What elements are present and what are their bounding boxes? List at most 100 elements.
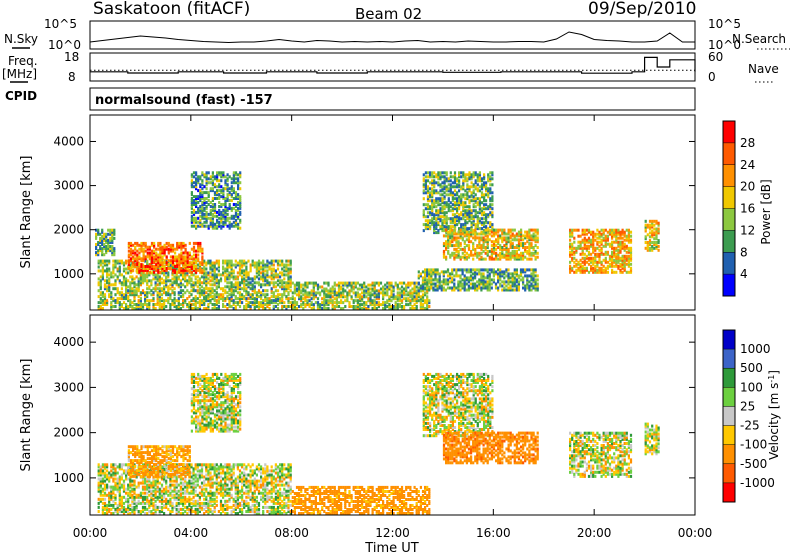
echo-cell-7 <box>497 272 500 276</box>
echo-cell-8 <box>575 264 578 268</box>
echo-cell-0 <box>270 299 273 303</box>
echo-cell-0 <box>249 293 252 297</box>
echo-cell-0 <box>108 283 111 287</box>
echo-cell-5 <box>433 171 436 175</box>
echo-cell-1 <box>165 267 168 270</box>
echo-cell-4 <box>298 293 301 297</box>
echo-cell-0 <box>184 275 187 279</box>
echo-cell-7 <box>515 288 518 292</box>
echo-cell-4 <box>365 289 368 293</box>
echo-cell-0 <box>101 507 104 511</box>
echo-cell-4 <box>323 289 326 293</box>
echo-cell-7 <box>424 270 427 274</box>
echo-cell-0 <box>249 281 252 285</box>
echo-cell-4 <box>356 301 359 305</box>
echo-cell-1 <box>129 257 133 261</box>
echo-cell-4 <box>371 299 374 303</box>
echo-cell-0 <box>255 269 258 273</box>
echo-cell-1 <box>140 243 143 247</box>
echo-cell-0 <box>228 265 231 269</box>
echo-cell-0 <box>222 293 225 297</box>
echo-cell-4 <box>417 291 420 295</box>
echo-cell-5 <box>487 195 490 199</box>
echo-cell-5 <box>485 189 488 193</box>
echo-cell-8 <box>604 228 607 232</box>
echo-cell-6 <box>453 247 456 251</box>
echo-cell-0 <box>283 305 286 308</box>
echo-cell-3 <box>199 183 202 187</box>
echo-cell-8 <box>602 232 605 236</box>
echo-cell-0 <box>131 277 134 281</box>
echo-cell-7 <box>519 270 523 274</box>
echo-cell-8 <box>575 228 578 232</box>
echo-cell-7 <box>432 288 435 292</box>
echo-cell-0 <box>141 289 145 293</box>
echo-cell-4 <box>346 293 349 297</box>
echo-cell-5 <box>447 193 450 197</box>
echo-cell-0 <box>156 277 159 281</box>
echo-cell-5 <box>437 177 440 181</box>
echo-cell-5 <box>443 179 446 183</box>
echo-cell-1 <box>129 253 133 257</box>
echo-cell-4 <box>358 299 362 303</box>
echo-cell-4 <box>382 289 385 293</box>
echo-cell-0 <box>238 293 242 297</box>
echo-cell-0 <box>200 301 204 305</box>
echo-cell-7 <box>438 282 441 286</box>
echo-cell-6 <box>467 238 471 242</box>
echo-cell-1 <box>136 243 139 247</box>
echo-cell-5 <box>478 207 481 211</box>
echo-cell-4 <box>367 305 370 308</box>
echo-cell-0 <box>251 261 254 265</box>
echo-cell-1 <box>171 247 175 251</box>
echo-cell-0 <box>112 299 115 303</box>
echo-cell-8 <box>575 258 578 262</box>
echo-cell-4 <box>367 283 370 287</box>
echo-cell-7 <box>513 276 516 280</box>
echo-cell-1 <box>199 268 202 272</box>
echo-cell-0 <box>215 277 218 281</box>
echo-cell-5 <box>433 183 436 187</box>
echo-cell-8 <box>577 244 580 248</box>
echo-cell-9 <box>648 246 652 250</box>
echo-cell-0 <box>165 277 168 281</box>
echo-cell-3 <box>211 171 214 175</box>
echo-cell-0 <box>262 293 265 297</box>
echo-cell-4 <box>306 301 309 305</box>
echo-cell-0 <box>213 275 216 279</box>
echo-cell-0 <box>287 263 290 267</box>
echo-cell-5 <box>456 191 459 195</box>
echo-cell-7 <box>484 286 487 290</box>
echo-cell-0 <box>257 267 261 271</box>
echo-cell-4 <box>308 293 311 297</box>
echo-cell-8 <box>619 268 622 272</box>
echo-cell-8 <box>629 248 633 252</box>
echo-cell-4 <box>365 291 368 295</box>
echo-cell-0 <box>177 293 180 297</box>
echo-cell-5 <box>447 227 450 231</box>
echo-cell-4 <box>358 305 362 308</box>
echo-cell-0 <box>186 297 189 301</box>
echo-cell-0 <box>222 305 225 308</box>
echo-cell-8 <box>619 250 622 254</box>
echo-cell-4 <box>331 289 334 293</box>
echo-cell-7 <box>511 288 514 292</box>
echo-cell-0 <box>283 265 286 269</box>
echo-cell-5 <box>453 201 457 205</box>
echo-cell-8 <box>615 248 618 252</box>
echo-cell-6 <box>449 253 452 257</box>
echo-cell-0 <box>283 301 286 305</box>
echo-cell-0 <box>211 283 214 287</box>
echo-cell-6 <box>513 253 516 257</box>
echo-cell-9 <box>644 246 647 250</box>
echo-cell-5 <box>464 223 467 227</box>
echo-cell-2 <box>107 247 110 251</box>
echo-cell-1 <box>167 249 170 253</box>
echo-cell-8 <box>613 252 616 256</box>
echo-cell-0 <box>257 289 261 293</box>
echo-cell-0 <box>255 275 258 279</box>
echo-cell-0 <box>99 491 102 495</box>
echo-cell-0 <box>122 301 126 305</box>
echo-cell-3 <box>211 218 214 222</box>
echo-cell-0 <box>169 295 172 299</box>
